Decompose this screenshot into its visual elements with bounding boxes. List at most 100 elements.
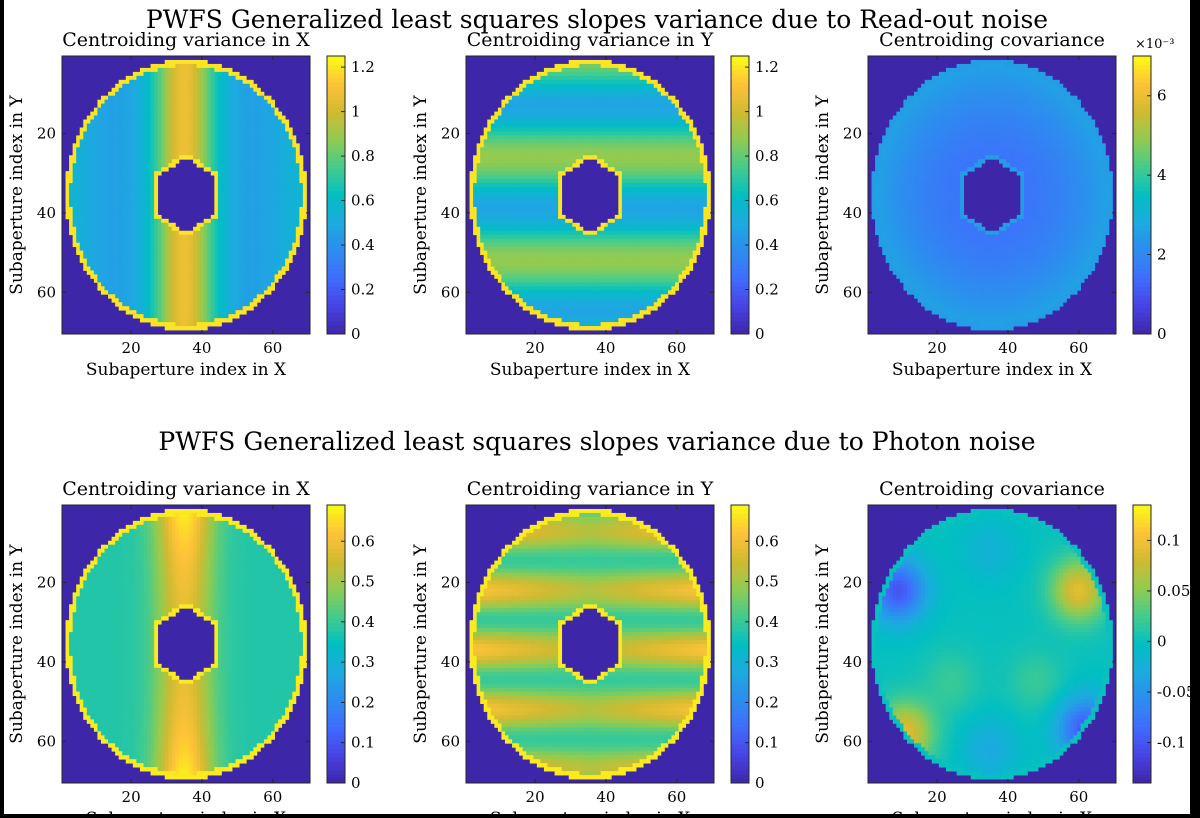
heatmap-cell [246,218,251,224]
heatmap-cell [196,250,201,255]
heatmap-cell [639,107,644,112]
heatmap-cell [497,123,502,128]
heatmap-cell [221,151,226,156]
heatmap-cell [271,139,275,144]
heatmap-cell [171,250,176,255]
heatmap-cell [132,278,137,283]
heatmap-cell [182,294,187,299]
heatmap-cell [189,123,194,128]
heatmap-cell [232,131,236,136]
heatmap-cell [575,119,580,124]
heatmap-cell [274,187,279,192]
heatmap-cell [129,143,134,148]
heatmap-cell [76,238,81,244]
heatmap-cell [154,222,159,228]
heatmap-cell [150,75,155,81]
heatmap-cell [178,322,183,327]
heatmap-cell [242,103,247,109]
panel-title: Centroiding variance in Y [467,29,714,51]
heatmap-cell [675,163,679,168]
heatmap-cell [154,230,159,236]
heatmap-cell [210,119,215,124]
heatmap-cell [246,167,251,172]
heatmap-cell [281,195,286,200]
heatmap-cell [533,127,538,132]
heatmap-cell [150,127,155,132]
heatmap-cell [97,222,102,228]
heatmap-cell [579,147,584,152]
heatmap-cell [207,95,212,101]
heatmap-cell [292,218,297,224]
heatmap-cell [526,143,531,148]
heatmap-cell [653,163,658,168]
heatmap-cell [246,278,251,283]
heatmap-cell [671,131,676,136]
heatmap-cell [568,63,573,69]
colorbar-segment [327,86,345,92]
heatmap-cell [285,262,290,267]
heatmap-cell [154,187,159,192]
heatmap-cell [575,107,580,112]
heatmap-cell [157,171,162,176]
heatmap-cell [664,95,669,101]
heatmap-cell [178,254,183,259]
heatmap-cell [267,111,272,116]
heatmap-cell [246,155,251,160]
heatmap-cell [242,242,247,248]
heatmap-cell [108,278,112,283]
heatmap-cell [508,123,513,128]
heatmap-cell [93,266,98,271]
heatmap-cell [193,159,198,164]
heatmap-cell [614,159,619,164]
heatmap-cell [193,290,198,295]
heatmap-cell [242,226,247,232]
heatmap-cell [93,155,98,160]
heatmap-cell [536,87,541,93]
heatmap-cell [154,254,159,259]
heatmap-cell [263,107,268,112]
heatmap-cell [228,159,233,164]
heatmap-cell [93,238,98,244]
heatmap-cell [93,167,98,172]
heatmap-cell [292,183,297,188]
heatmap-cell [132,246,137,251]
heatmap-cell [79,242,84,248]
heatmap-cell [292,214,297,220]
heatmap-cell [139,107,144,112]
heatmap-cell [242,183,247,188]
heatmap-cell [263,183,268,188]
heatmap-cell [178,63,183,69]
heatmap-cell [526,131,531,136]
heatmap-cell [193,322,198,327]
heatmap-cell [643,107,648,112]
heatmap-cell [660,119,665,124]
heatmap-cell [115,191,120,196]
heatmap-cell [685,119,690,124]
heatmap-cell [646,167,651,172]
heatmap-cell [558,159,563,164]
heatmap-cell [632,159,637,164]
heatmap-cell [83,139,88,144]
heatmap-cell [253,222,258,228]
heatmap-cell [685,167,690,172]
colorbar-segment [327,73,345,79]
heatmap-cell [235,282,240,287]
heatmap-cell [650,107,655,112]
heatmap-cell [568,115,573,120]
heatmap-cell [118,294,123,299]
heatmap-cell [260,218,265,224]
heatmap-cell [271,147,275,152]
heatmap-cell [274,175,279,180]
heatmap-cell [228,202,233,208]
heatmap-cell [575,159,580,164]
heatmap-cell [154,282,159,287]
heatmap-cell [621,175,626,180]
heatmap-cell [132,139,137,144]
heatmap-cell [86,195,91,200]
heatmap-cell [671,143,676,148]
heatmap-cell [239,302,244,307]
heatmap-cell [79,202,84,208]
heatmap-cell [235,226,240,232]
heatmap-cell [604,147,609,152]
heatmap-cell [224,294,229,299]
